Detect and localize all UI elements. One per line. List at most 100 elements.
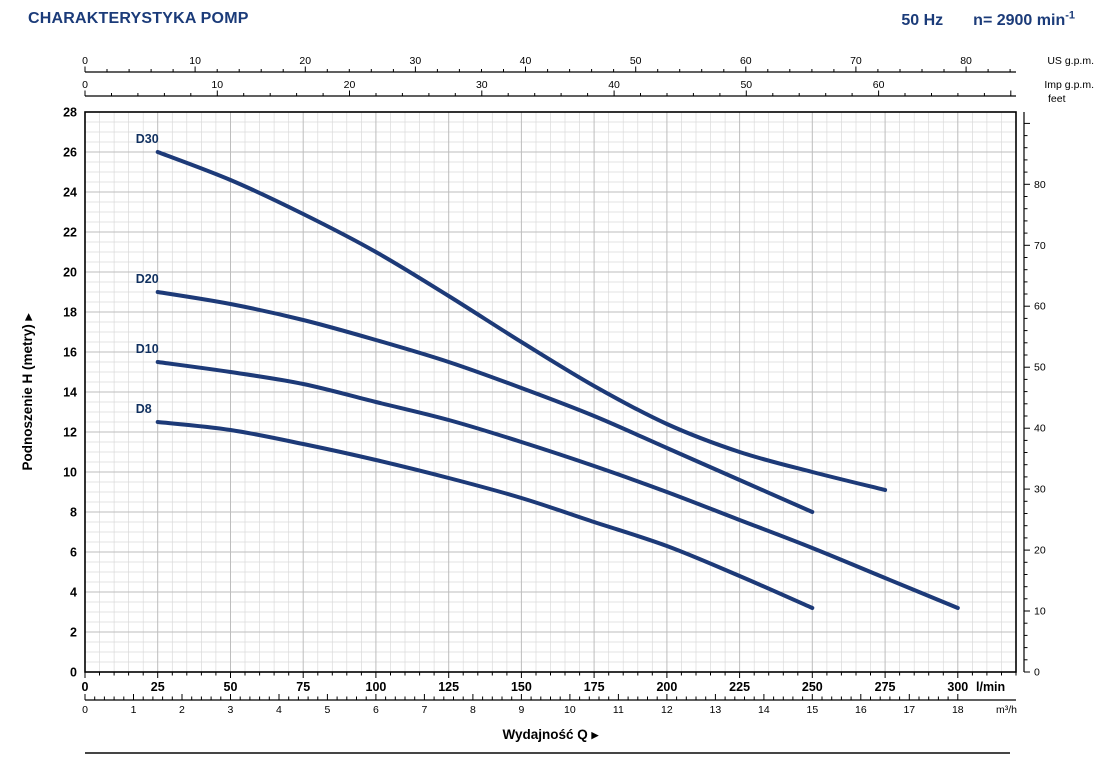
m3h-tick-label: 3 [228, 704, 234, 716]
m3h-tick-label: 2 [179, 704, 185, 716]
feet-labels: 0 10 20 30 40 50 60 70 80 [1034, 179, 1046, 679]
frequency-value: 50 Hz [901, 12, 944, 30]
axis-top-us-gpm-tick-label: 10 [189, 55, 201, 67]
m3h-tick-label: 7 [422, 704, 428, 716]
axis-top-us-gpm-tick-label: 50 [630, 55, 642, 67]
axis-top-imp-gpm-tick-label: 40 [608, 79, 620, 91]
x-tick-label: 275 [875, 680, 896, 694]
axis-top-us-gpm-tick-label: 0 [82, 55, 88, 67]
chart-header: CHARAKTERYSTYKA POMP 50 Hz n= 2900 min-1 [0, 10, 1097, 38]
feet-tick-label: 20 [1034, 545, 1046, 557]
feet-tick-label: 50 [1034, 362, 1046, 374]
axis-top-us-gpm-tick-label: 40 [520, 55, 532, 67]
lmin-ticks [84, 672, 1017, 678]
m3h-tick-label: 9 [518, 704, 524, 716]
axis-bottom-lmin: 0 25 50 75 100 125 150 175 200 225 250 275 300 l/min [82, 672, 1017, 694]
x-axis-title: Wydajność Q ▶ [503, 727, 600, 742]
x-tick-label: 225 [729, 680, 750, 694]
axis-top-us-gpm-tick-label: 80 [960, 55, 972, 67]
y-tick-label: 10 [63, 466, 77, 480]
x-tick-label: 300 [947, 680, 968, 694]
m3h-tick-label: 4 [276, 704, 282, 716]
axis-top-imp-gpm-tick-label: 20 [344, 79, 356, 91]
curve-label-D20: D20 [136, 272, 159, 286]
axis-top-us-gpm-tick-label: 20 [299, 55, 311, 67]
x-unit-m3h: m³/h [996, 704, 1017, 716]
speed-exponent: -1 [1065, 10, 1075, 22]
curve-label-D8: D8 [136, 402, 152, 416]
m3h-tick-label: 16 [855, 704, 867, 716]
curve-D8 [155, 420, 815, 610]
curve-D20 [155, 290, 815, 514]
m3h-tick-label: 15 [807, 704, 819, 716]
x-unit-lmin: l/min [976, 680, 1005, 694]
curve-D30 [155, 150, 888, 492]
m3h-tick-label: 18 [952, 704, 964, 716]
y-tick-label: 16 [63, 346, 77, 360]
m3h-ticks [84, 694, 959, 700]
y-tick-label: 12 [63, 426, 77, 440]
feet-unit: feet [1048, 93, 1066, 105]
axis-bottom-m3h: 0 1 2 3 4 5 6 7 8 9 10 11 12 13 14 15 16 17 18 m³/h [82, 694, 1017, 716]
m3h-tick-label: 8 [470, 704, 476, 716]
y-tick-label: 20 [63, 266, 77, 280]
m3h-tick-label: 0 [82, 704, 88, 716]
curve-label-D10: D10 [136, 342, 159, 356]
axis-top-imp-gpm-tick-label: 50 [740, 79, 752, 91]
y-tick-label: 8 [70, 506, 77, 520]
x-tick-label: 0 [82, 680, 89, 694]
feet-tick-label: 40 [1034, 423, 1046, 435]
lmin-tick-labels: 0 25 50 75 100 125 150 175 200 225 250 275 300 [82, 680, 969, 694]
feet-tick-label: 70 [1034, 240, 1046, 252]
y-tick-label: 2 [70, 626, 77, 640]
y-tick-label: 6 [70, 546, 77, 560]
grid-major [85, 112, 1016, 672]
axis-top-imp-gpm-ticks [84, 90, 1012, 96]
y-tick-label: 28 [63, 106, 77, 120]
bottom-divider [85, 752, 1010, 754]
chart-specs: 50 Hz n= 2900 min-1 [901, 10, 1075, 30]
x-tick-label: 25 [151, 680, 165, 694]
x-tick-label: 250 [802, 680, 823, 694]
axis-top-us-gpm-labels: 0 10 20 30 40 50 60 70 80 [82, 55, 972, 67]
x-tick-label: 50 [224, 680, 238, 694]
m3h-tick-label: 5 [325, 704, 331, 716]
m3h-tick-labels: 0 1 2 3 4 5 6 7 8 9 10 11 12 13 14 15 16 17 18 [82, 704, 964, 716]
axis-top-imp-gpm-tick-label: 30 [476, 79, 488, 91]
x-tick-label: 200 [656, 680, 677, 694]
feet-tick-label: 0 [1034, 667, 1040, 679]
axis-top-us-gpm-tick-label: 30 [410, 55, 422, 67]
speed-value: n= 2900 min [973, 12, 1066, 30]
m3h-tick-label: 10 [564, 704, 576, 716]
axis-top-imp-gpm-tick-label: 0 [82, 79, 88, 91]
y-tick-label: 22 [63, 226, 77, 240]
y-axis-title: Podnoszenie H (metry) ▶ [20, 312, 35, 470]
y-tick-label: 14 [63, 386, 77, 400]
axis-top-imp-gpm-unit: Imp g.p.m. [1044, 79, 1094, 91]
feet-tick-label: 10 [1034, 606, 1046, 618]
m3h-tick-label: 14 [758, 704, 770, 716]
axis-top-us-gpm: 0 10 20 30 40 50 60 70 80 US g.p.m. [82, 55, 1094, 73]
x-tick-label: 175 [584, 680, 605, 694]
feet-tick-label: 60 [1034, 301, 1046, 313]
x-tick-label: 125 [438, 680, 459, 694]
m3h-tick-label: 1 [131, 704, 137, 716]
rotation-speed: n= 2900 min-1 [973, 10, 1075, 30]
axis-top-us-gpm-unit: US g.p.m. [1047, 55, 1094, 67]
axis-right-feet: 0 10 20 30 40 50 60 70 80 feet [1023, 93, 1066, 679]
axis-top-imp-gpm: 0 10 20 30 40 50 60 Imp g.p.m. [82, 79, 1094, 97]
y-tick-label: 18 [63, 306, 77, 320]
axis-top-imp-gpm-tick-label: 10 [211, 79, 223, 91]
y-tick-label: 0 [70, 666, 77, 680]
y-tick-label: 4 [70, 586, 77, 600]
axis-top-us-gpm-tick-label: 60 [740, 55, 752, 67]
m3h-tick-label: 13 [710, 704, 722, 716]
pump-curves [155, 150, 960, 610]
axis-top-imp-gpm-labels: 0 10 20 30 40 50 60 [82, 79, 884, 91]
m3h-tick-label: 12 [661, 704, 673, 716]
feet-tick-label: 80 [1034, 179, 1046, 191]
feet-ticks [1024, 122, 1030, 673]
